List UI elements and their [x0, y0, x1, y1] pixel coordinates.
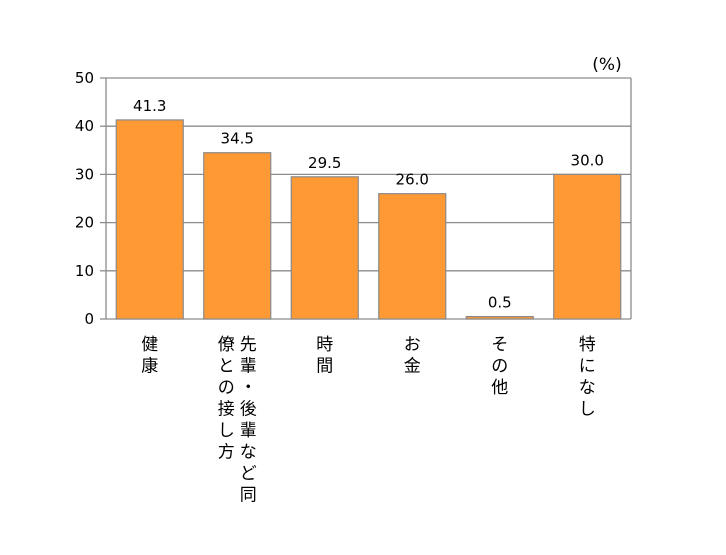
y-tick-label: 20 [75, 214, 94, 232]
category-label-char: と [218, 357, 235, 377]
category-label-char: に [579, 357, 596, 377]
category-label-char: お [404, 335, 421, 355]
category-label-char: 金 [404, 357, 421, 377]
category-label-char: そ [491, 335, 508, 355]
category-label-char: 輩 [240, 357, 257, 377]
value-label: 26.0 [396, 171, 429, 189]
value-label: 29.5 [308, 154, 341, 172]
category-label-char: し [218, 421, 235, 441]
bar [290, 176, 359, 320]
category-label-char: 先 [240, 335, 257, 355]
category-label-char: ど [240, 464, 257, 484]
y-tick-label: 10 [75, 262, 94, 280]
bar [378, 193, 447, 320]
category-label-char: 後 [240, 400, 257, 420]
value-label: 0.5 [488, 294, 512, 312]
category-label-char: 僚 [218, 335, 235, 355]
category-label-char: ・ [240, 378, 257, 398]
value-label: 34.5 [221, 130, 254, 148]
category-label-char: 輩 [240, 421, 257, 441]
category-label-char: な [579, 378, 596, 398]
value-label: 41.3 [133, 97, 166, 115]
gridlines [100, 77, 632, 320]
bar [203, 152, 272, 320]
y-tick-label: 50 [75, 69, 94, 87]
category-label-char: 同 [240, 486, 257, 506]
category-label-char: 特 [579, 335, 596, 355]
category-label-char: 康 [141, 357, 158, 377]
category-label-char: 間 [316, 357, 333, 377]
value-labels: 41.3 34.5 29.5 26.0 0.5 30.0 [133, 97, 604, 312]
bars [115, 119, 622, 320]
y-tick-label: 40 [75, 117, 94, 135]
category-label-char: し [579, 400, 596, 420]
category-label-char: 他 [491, 378, 508, 398]
category-label-char: の [218, 378, 235, 398]
category-label-char: 健 [141, 335, 158, 355]
y-axis-ticks: 0 10 20 30 40 50 [75, 69, 94, 328]
y-tick-label: 0 [84, 310, 94, 328]
bar [553, 173, 622, 320]
category-label-char: 接 [218, 400, 235, 420]
category-label-char: な [240, 443, 257, 463]
value-label: 30.0 [571, 151, 604, 169]
category-label-char: 時 [316, 335, 333, 355]
bar [115, 119, 184, 320]
category-label-char: の [491, 357, 508, 377]
category-label-char: 方 [218, 443, 235, 463]
bar [465, 315, 534, 320]
y-tick-label: 30 [75, 165, 94, 183]
unit-label: (%) [592, 55, 621, 75]
